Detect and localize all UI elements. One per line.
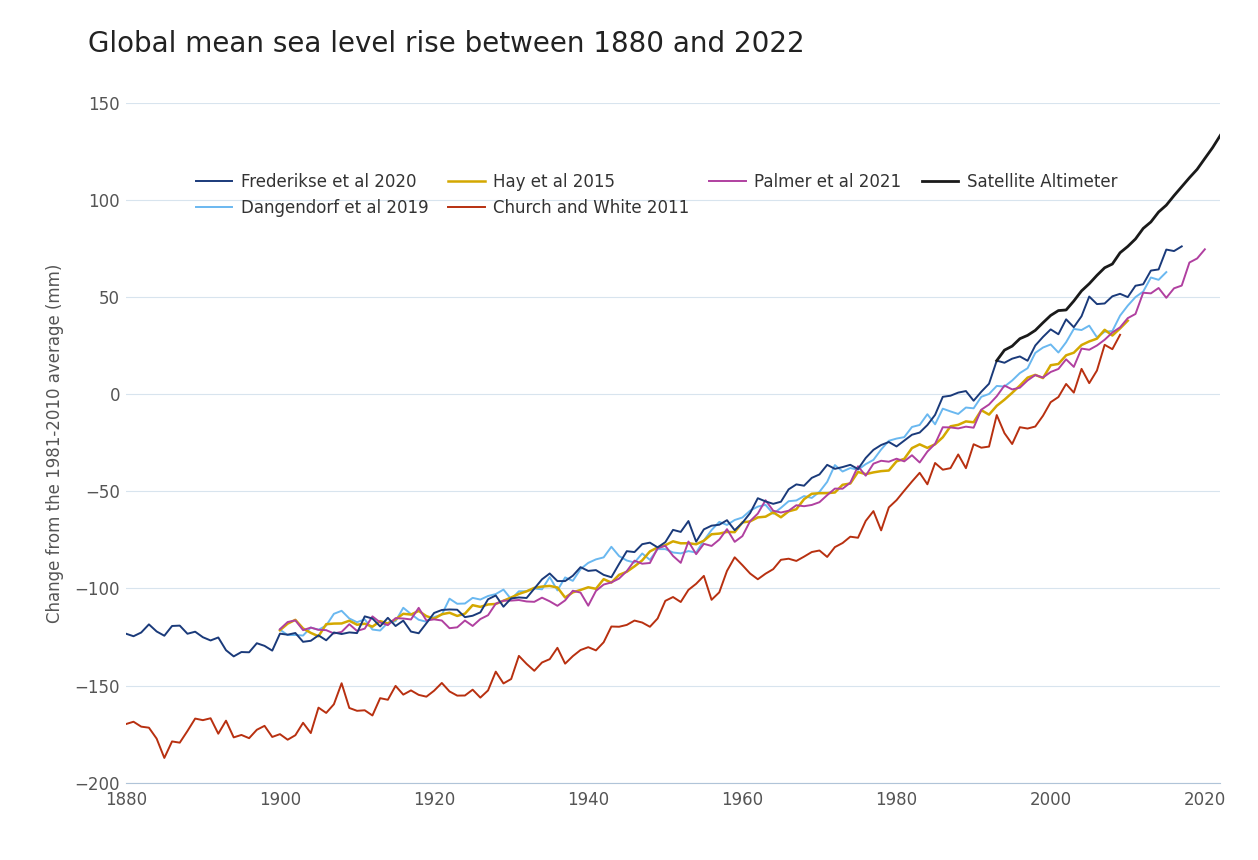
Church and White 2011 xyxy=(157,752,172,763)
Satellite Altimeter xyxy=(1190,164,1205,175)
Satellite Altimeter xyxy=(1128,234,1144,244)
Frederikse et al 2020 xyxy=(727,525,742,536)
Church and White 2011 xyxy=(858,516,873,526)
Line: Satellite Altimeter: Satellite Altimeter xyxy=(996,135,1220,360)
Satellite Altimeter xyxy=(1159,200,1174,211)
Dangendorf et al 2019 xyxy=(296,630,311,641)
Satellite Altimeter xyxy=(1050,305,1066,316)
Legend: Frederikse et al 2020, Dangendorf et al 2019, Hay et al 2015, Church and White 2: Frederikse et al 2020, Dangendorf et al … xyxy=(189,166,1123,224)
Hay et al 2015 xyxy=(774,512,789,522)
Satellite Altimeter xyxy=(1112,248,1127,258)
Satellite Altimeter xyxy=(1198,153,1213,163)
Satellite Altimeter xyxy=(1058,304,1073,315)
Satellite Altimeter xyxy=(1144,217,1159,227)
Satellite Altimeter xyxy=(1067,296,1082,306)
Y-axis label: Change from the 1981-2010 average (mm): Change from the 1981-2010 average (mm) xyxy=(45,263,64,623)
Satellite Altimeter xyxy=(1005,341,1020,351)
Palmer et al 2021 xyxy=(673,557,688,568)
Church and White 2011 xyxy=(1112,329,1127,340)
Dangendorf et al 2019 xyxy=(873,445,888,455)
Dangendorf et al 2019 xyxy=(273,624,288,635)
Satellite Altimeter xyxy=(1151,207,1166,218)
Satellite Altimeter xyxy=(1013,334,1028,344)
Frederikse et al 2020 xyxy=(1159,244,1174,255)
Hay et al 2015 xyxy=(311,631,326,642)
Frederikse et al 2020 xyxy=(1020,355,1035,366)
Church and White 2011 xyxy=(118,719,133,729)
Frederikse et al 2020 xyxy=(882,437,897,447)
Church and White 2011 xyxy=(781,554,796,564)
Frederikse et al 2020 xyxy=(542,568,557,579)
Line: Dangendorf et al 2019: Dangendorf et al 2019 xyxy=(281,272,1166,636)
Satellite Altimeter xyxy=(1205,143,1220,153)
Palmer et al 2021 xyxy=(326,629,341,639)
Palmer et al 2021 xyxy=(1198,244,1213,255)
Line: Frederikse et al 2020: Frederikse et al 2020 xyxy=(126,246,1181,656)
Palmer et al 2021 xyxy=(905,450,920,460)
Line: Hay et al 2015: Hay et al 2015 xyxy=(281,321,1127,636)
Satellite Altimeter xyxy=(1181,173,1196,183)
Dangendorf et al 2019 xyxy=(996,381,1011,391)
Dangendorf et al 2019 xyxy=(581,558,596,568)
Satellite Altimeter xyxy=(1035,317,1050,328)
Satellite Altimeter xyxy=(1020,330,1035,341)
Satellite Altimeter xyxy=(996,345,1011,355)
Hay et al 2015 xyxy=(1120,316,1135,326)
Church and White 2011 xyxy=(905,476,920,487)
Line: Palmer et al 2021: Palmer et al 2021 xyxy=(281,249,1205,634)
Satellite Altimeter xyxy=(989,355,1004,366)
Frederikse et al 2020 xyxy=(1174,241,1189,251)
Satellite Altimeter xyxy=(1082,279,1097,289)
Satellite Altimeter xyxy=(1174,181,1189,192)
Line: Church and White 2011: Church and White 2011 xyxy=(126,335,1120,758)
Palmer et al 2021 xyxy=(273,624,288,635)
Hay et al 2015 xyxy=(596,574,611,584)
Dangendorf et al 2019 xyxy=(1097,327,1112,337)
Church and White 2011 xyxy=(396,690,411,700)
Frederikse et al 2020 xyxy=(226,651,242,661)
Text: Global mean sea level rise between 1880 and 2022: Global mean sea level rise between 1880 … xyxy=(88,30,805,58)
Satellite Altimeter xyxy=(1166,191,1181,201)
Dangendorf et al 2019 xyxy=(1159,267,1174,277)
Frederikse et al 2020 xyxy=(118,629,133,639)
Satellite Altimeter xyxy=(1097,262,1112,273)
Palmer et al 2021 xyxy=(858,470,873,481)
Dangendorf et al 2019 xyxy=(820,476,835,487)
Hay et al 2015 xyxy=(496,596,511,606)
Hay et al 2015 xyxy=(1097,325,1112,335)
Satellite Altimeter xyxy=(1213,130,1228,140)
Church and White 2011 xyxy=(643,622,658,632)
Palmer et al 2021 xyxy=(1144,288,1159,298)
Palmer et al 2021 xyxy=(372,617,387,628)
Satellite Altimeter xyxy=(1120,242,1135,252)
Satellite Altimeter xyxy=(1043,310,1058,321)
Satellite Altimeter xyxy=(1136,224,1151,234)
Church and White 2011 xyxy=(550,642,565,653)
Frederikse et al 2020 xyxy=(511,593,526,603)
Hay et al 2015 xyxy=(673,538,688,549)
Hay et al 2015 xyxy=(473,602,488,612)
Satellite Altimeter xyxy=(1089,270,1105,280)
Hay et al 2015 xyxy=(273,625,288,636)
Satellite Altimeter xyxy=(1028,325,1043,335)
Palmer et al 2021 xyxy=(496,595,511,605)
Satellite Altimeter xyxy=(1105,259,1120,269)
Dangendorf et al 2019 xyxy=(1020,363,1035,373)
Satellite Altimeter xyxy=(1074,286,1089,296)
